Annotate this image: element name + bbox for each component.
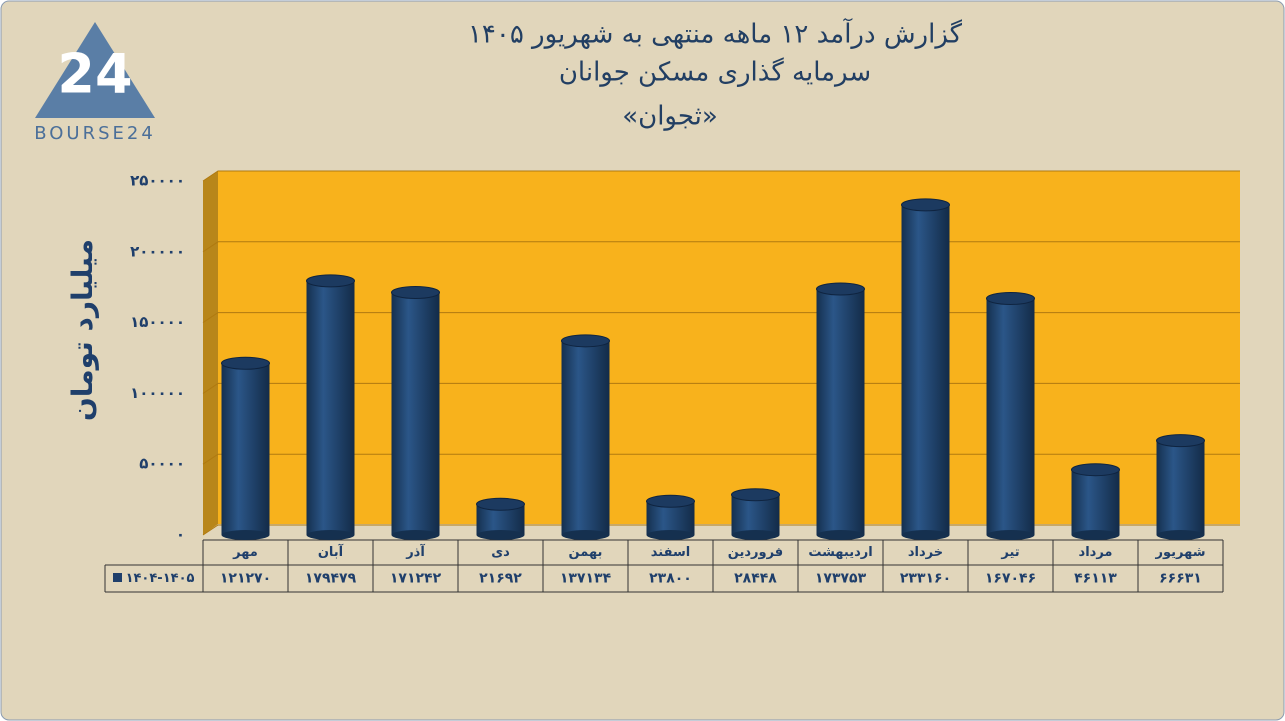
data-label: ۱۷۳۷۵۳ — [815, 571, 867, 587]
bar-cap — [221, 356, 270, 370]
bar-base — [731, 530, 780, 540]
x-tick-label: مهر — [232, 545, 258, 560]
y-tick-label: ۲۰۰۰۰۰ — [130, 242, 185, 260]
grid-line — [202, 312, 1240, 324]
data-label: ۶۶۶۳۱ — [1159, 571, 1202, 587]
bar-cap — [561, 334, 610, 348]
data-label: ۲۱۶۹۲ — [479, 571, 522, 587]
chart-subtitle: سرمایه گذاری مسکن جوانان — [559, 57, 871, 88]
logo-triangle — [35, 22, 155, 118]
x-tick-label: خرداد — [908, 545, 943, 560]
bar — [1071, 469, 1120, 535]
bar-base — [391, 530, 440, 540]
bar-base — [476, 530, 525, 540]
bar-cap — [391, 286, 440, 300]
y-tick-label: ۲۵۰۰۰۰ — [130, 172, 185, 190]
data-label: ۲۳۳۱۶۰ — [900, 571, 951, 587]
bar-base — [561, 530, 610, 540]
bar-base — [306, 530, 355, 540]
grid-line — [202, 382, 1240, 394]
x-tick-label: فروردین — [728, 545, 783, 560]
bar-cap — [816, 282, 865, 296]
y-axis-label: میلیارد تومان — [66, 239, 99, 421]
plot-back-wall — [218, 171, 1240, 524]
data-label: ۱۳۷۱۳۴ — [560, 571, 612, 587]
legend-swatch — [113, 573, 122, 582]
x-tick-label: دی — [491, 545, 510, 560]
y-tick-label: ۱۰۰۰۰۰ — [130, 384, 185, 402]
bar — [986, 298, 1035, 535]
chart-title: گزارش درآمد ۱۲ ماهه منتهی به شهریور ۱۴۰۵ — [468, 18, 963, 50]
logo-number: 24 — [57, 43, 132, 106]
bar-base — [986, 530, 1035, 540]
bar-base — [1156, 530, 1205, 540]
data-label: ۲۸۴۴۸ — [734, 571, 777, 587]
grid-line — [202, 170, 1240, 182]
bar — [816, 288, 865, 535]
bar-cap — [306, 274, 355, 288]
x-tick-label: مرداد — [1079, 545, 1113, 560]
x-tick-label: آذر — [405, 543, 425, 560]
data-label: ۱۷۹۴۷۹ — [305, 571, 357, 587]
data-label: ۴۶۱۱۳ — [1074, 571, 1117, 587]
bar — [391, 292, 440, 535]
bar — [1156, 440, 1205, 535]
bar-cap — [1071, 463, 1120, 477]
legend-label: ۱۴۰۴-۱۴۰۵ — [126, 571, 195, 586]
bar-base — [221, 530, 270, 540]
data-label: ۱۷۱۲۴۲ — [390, 571, 442, 587]
bar-cap — [901, 198, 950, 212]
x-tick-label: اسفند — [651, 545, 690, 560]
y-tick-label: ۱۵۰۰۰۰ — [130, 313, 185, 331]
bar — [561, 340, 610, 535]
data-label: ۱۲۱۲۷۰ — [220, 571, 271, 587]
bar-base — [1071, 530, 1120, 540]
plot-side-wall — [203, 171, 218, 535]
chart-subtitle: «ثجوان» — [622, 102, 718, 132]
bar — [306, 280, 355, 535]
x-tick-label: اردیبهشت — [808, 545, 872, 560]
bar-cap — [646, 494, 695, 508]
bar-cap — [731, 488, 780, 502]
bar-base — [816, 530, 865, 540]
bar-base — [901, 530, 950, 540]
data-label: ۲۳۸۰۰ — [649, 571, 692, 587]
x-tick-label: آبان — [318, 543, 344, 560]
bar-cap — [986, 291, 1035, 305]
grid-line — [202, 241, 1240, 253]
x-tick-label: شهریور — [1155, 545, 1206, 560]
bar-cap — [476, 497, 525, 511]
x-tick-label: تیر — [1000, 545, 1019, 560]
grid-line — [202, 453, 1240, 465]
x-tick-label: بهمن — [569, 545, 603, 560]
data-label: ۱۶۷۰۴۶ — [985, 571, 1036, 587]
logo-text: BOURSE24 — [34, 123, 156, 144]
bar-base — [646, 530, 695, 540]
bar-cap — [1156, 434, 1205, 448]
y-tick-label: ۵۰۰۰۰ — [139, 455, 185, 473]
bar — [731, 494, 780, 535]
y-tick-label: ۰ — [176, 526, 185, 544]
bar — [221, 363, 270, 535]
grid-line — [202, 524, 1240, 536]
bar — [901, 204, 950, 535]
